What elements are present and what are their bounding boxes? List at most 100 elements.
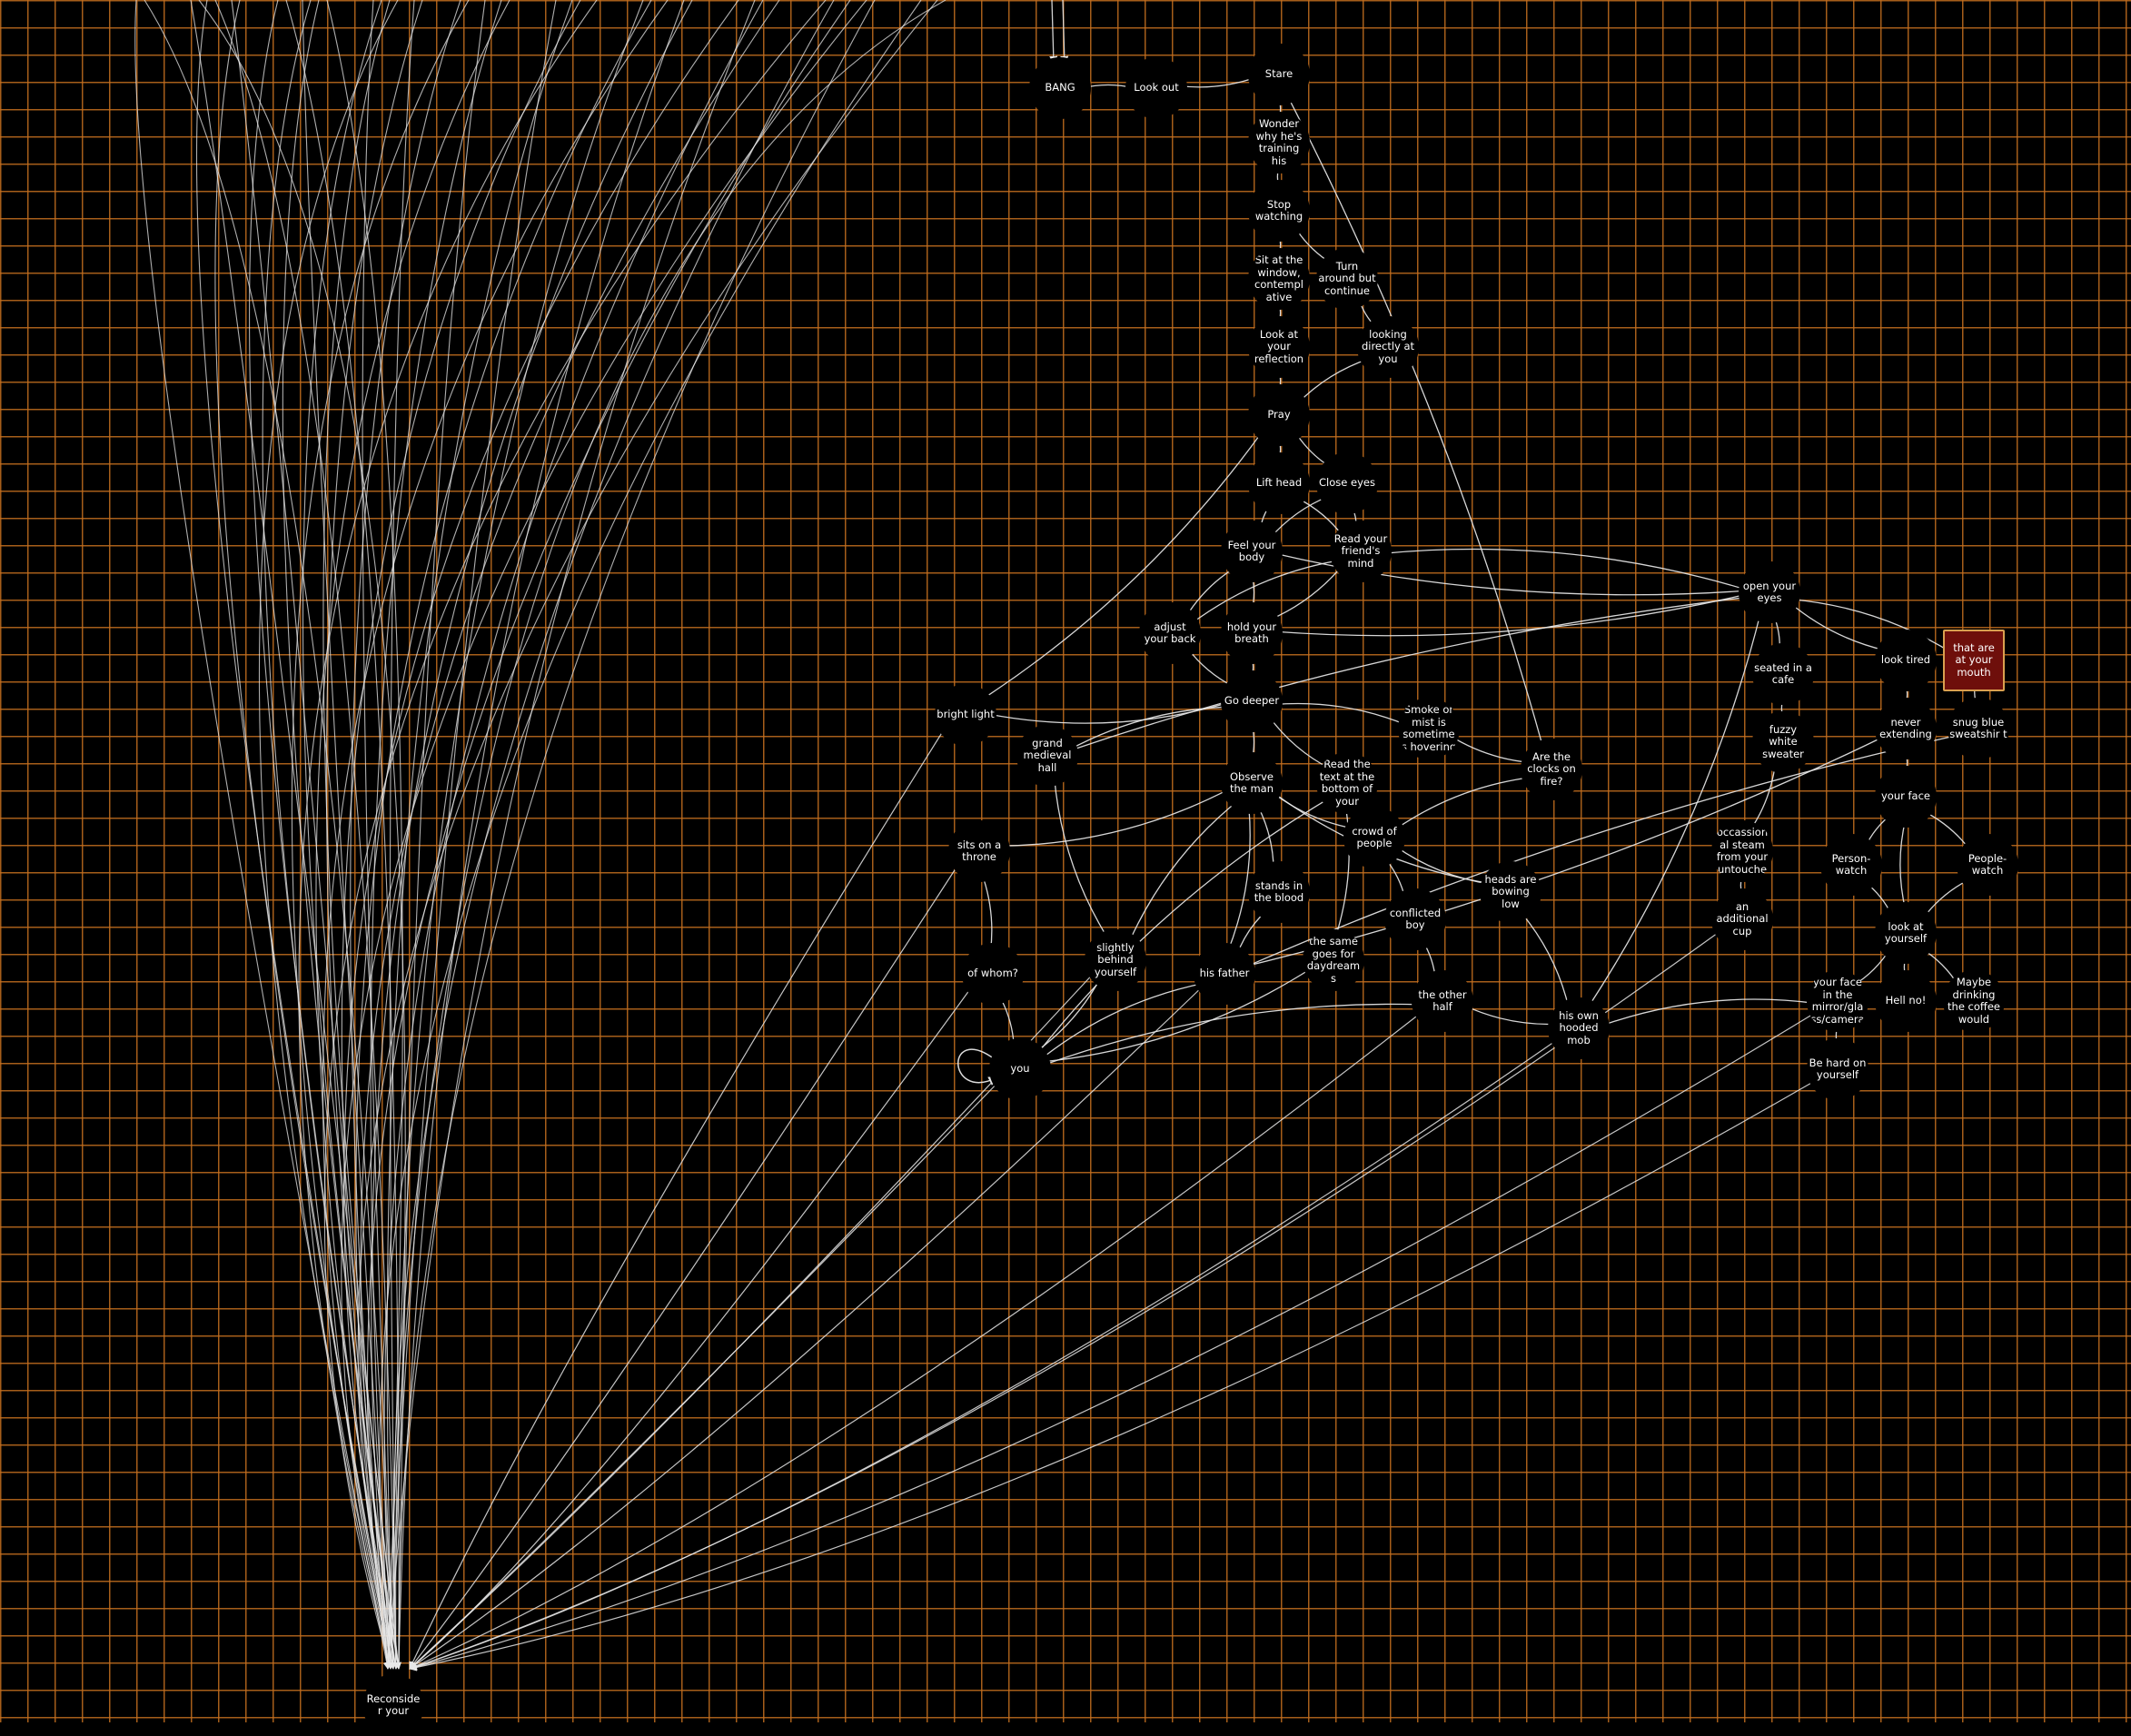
node-lookreflection[interactable]: Look at your reflection bbox=[1248, 316, 1310, 378]
node-reconsider[interactable]: Reconside r your bbox=[362, 1674, 424, 1736]
edge-arc-31 bbox=[258, 0, 399, 1670]
edge-arc-41 bbox=[198, 0, 406, 1670]
node-lookout[interactable]: Look out bbox=[1125, 57, 1187, 119]
node-closeeyes[interactable]: Close eyes bbox=[1316, 452, 1378, 514]
edge-readtext-you bbox=[1036, 797, 1332, 1056]
node-grandhall[interactable]: grand medieval hall bbox=[1016, 725, 1078, 787]
node-brightlight[interactable]: bright light bbox=[935, 684, 996, 746]
edge-arc-39 bbox=[398, 0, 876, 1670]
node-standsblood[interactable]: stands in the blood bbox=[1248, 861, 1310, 923]
edge-observeman-standsblood bbox=[1256, 803, 1278, 872]
edge-arc-6 bbox=[370, 0, 502, 1670]
node-fuzzy[interactable]: fuzzy white sweater bbox=[1752, 711, 1814, 773]
node-lifthead[interactable]: Lift head bbox=[1248, 452, 1310, 514]
edge-arc-13 bbox=[357, 0, 938, 1670]
edge-arc-5 bbox=[350, 0, 461, 1670]
node-stopwatching[interactable]: Stop watching bbox=[1248, 180, 1310, 242]
edge-arc-29 bbox=[285, 0, 400, 1670]
edge-arc-40 bbox=[384, 0, 947, 1670]
node-godeeper[interactable]: Go deeper bbox=[1221, 670, 1283, 732]
edge-throne-reconsider bbox=[409, 859, 962, 1670]
node-lookyourself[interactable]: look at yourself bbox=[1875, 902, 1937, 964]
node-maybecoffee[interactable]: Maybe drinking the coffee would bbox=[1943, 970, 2005, 1032]
node-holdbreath[interactable]: hold your breath bbox=[1221, 602, 1283, 664]
edge-arc-33 bbox=[315, 0, 510, 1670]
edge-yourface-lookyourself bbox=[1899, 818, 1908, 912]
edge-hoodedmob-reconsider bbox=[409, 1037, 1561, 1671]
node-crowd[interactable]: crowd of people bbox=[1343, 807, 1405, 868]
edge-hisfather-you bbox=[1039, 982, 1205, 1061]
node-hoodedmob[interactable]: his own hooded mob bbox=[1548, 997, 1610, 1059]
edge-otherhalf-you bbox=[1040, 1003, 1422, 1067]
node-samegoes[interactable]: the same goes for daydream s bbox=[1303, 929, 1364, 991]
edge-godeeper-readtext bbox=[1267, 715, 1332, 769]
edge-grandhall-openeyes bbox=[1068, 593, 1749, 752]
node-turnaround[interactable]: Turn around but continue bbox=[1316, 248, 1378, 310]
node-slightly[interactable]: slightly behind yourself bbox=[1085, 929, 1146, 991]
edge-hisfather-reconsider bbox=[409, 982, 1207, 1670]
edge-arc-20 bbox=[384, 0, 557, 1670]
node-lookingdirectly[interactable]: looking directly at you bbox=[1357, 316, 1419, 378]
node-conflicted[interactable]: conflicted boy bbox=[1384, 888, 1446, 950]
edge-slightly-you bbox=[1034, 976, 1102, 1054]
edge-lookingdirectly-pray bbox=[1296, 358, 1370, 404]
edge-arc-43 bbox=[262, 0, 397, 1670]
node-openeyes[interactable]: open your eyes bbox=[1739, 561, 1800, 623]
node-clocks[interactable]: Are the clocks on fire? bbox=[1521, 739, 1582, 800]
node-looktired[interactable]: look tired bbox=[1875, 630, 1937, 691]
node-steam[interactable]: occassion al steam from your untouche bbox=[1711, 820, 1773, 882]
node-pray[interactable]: Pray bbox=[1248, 384, 1310, 446]
edge-arc-26 bbox=[379, 0, 922, 1670]
edge-arc-28 bbox=[214, 0, 400, 1670]
edge-holdbreath-openeyes bbox=[1273, 591, 1749, 637]
node-personwatch[interactable]: Person-watch bbox=[1820, 834, 1882, 896]
node-readmind[interactable]: Read your friend's mind bbox=[1330, 521, 1392, 582]
edge-stare-clocks bbox=[1286, 94, 1546, 750]
node-smoke[interactable]: Smoke or mist is sometime s hovering bbox=[1398, 698, 1460, 759]
node-otherhalf[interactable]: the other half bbox=[1412, 970, 1473, 1032]
edge-arc-27 bbox=[144, 0, 394, 1670]
edge-snugblue-hisfather bbox=[1244, 734, 1958, 968]
node-wonder[interactable]: Wonder why he's training his bbox=[1248, 112, 1310, 174]
node-atmouth[interactable]: that are at your mouth bbox=[1943, 630, 2005, 691]
edge-arc-9 bbox=[398, 0, 685, 1670]
edge-smoke-clocks bbox=[1449, 735, 1532, 767]
node-adjustback[interactable]: adjust your back bbox=[1139, 602, 1201, 664]
node-bang[interactable]: BANG bbox=[1029, 57, 1091, 119]
edge-observeman-throne bbox=[999, 788, 1232, 850]
node-hisfather[interactable]: his father bbox=[1194, 943, 1255, 1005]
node-headsbowing[interactable]: heads are bowing low bbox=[1480, 861, 1541, 923]
edge-samegoes-you bbox=[1039, 967, 1313, 1066]
node-hellno[interactable]: Hell no! bbox=[1875, 970, 1937, 1032]
node-ofwhom[interactable]: of whom? bbox=[962, 943, 1024, 1005]
edge-arc-12 bbox=[341, 0, 867, 1670]
node-sitwindow[interactable]: Sit at the window, contempl ative bbox=[1248, 248, 1310, 310]
edge-godeeper-smoke bbox=[1273, 702, 1409, 727]
node-behard[interactable]: Be hard on yourself bbox=[1807, 1038, 1868, 1100]
edge-brightlight-reconsider bbox=[409, 723, 948, 1670]
edge-readmind-holdbreath bbox=[1268, 563, 1344, 621]
edge-arc-25 bbox=[366, 0, 851, 1670]
node-snugblue[interactable]: snug blue sweatshir t bbox=[1948, 698, 2009, 759]
node-seatedcafe[interactable]: seated in a cafe bbox=[1752, 643, 1814, 705]
edge-arc-37 bbox=[383, 0, 764, 1670]
edge-arc-36 bbox=[371, 0, 693, 1670]
node-observeman[interactable]: Observe the man bbox=[1221, 752, 1283, 814]
node-facemirror[interactable]: your face in the mirror/gla ss/camera bbox=[1807, 970, 1868, 1032]
node-readtext[interactable]: Read the text at the bottom of your bbox=[1316, 752, 1378, 814]
node-neverext[interactable]: never extending bbox=[1875, 698, 1937, 759]
node-feelbody[interactable]: Feel your body bbox=[1221, 521, 1283, 582]
edge-grandhall-slightly bbox=[1053, 776, 1109, 941]
node-you[interactable]: you bbox=[989, 1038, 1051, 1100]
edge-arc-35 bbox=[355, 0, 652, 1670]
node-peoplewatch[interactable]: People-watch bbox=[1957, 834, 2018, 896]
edge-observeman-slightly bbox=[1127, 799, 1239, 944]
node-stare[interactable]: Stare bbox=[1248, 44, 1310, 105]
node-yourface[interactable]: your face bbox=[1875, 766, 1937, 828]
node-additionalcup[interactable]: an additional cup bbox=[1711, 888, 1773, 950]
node-throne[interactable]: sits on a throne bbox=[948, 820, 1010, 882]
edge-arc-22 bbox=[322, 0, 669, 1670]
edge-in-bang-2 bbox=[1060, 0, 1069, 64]
